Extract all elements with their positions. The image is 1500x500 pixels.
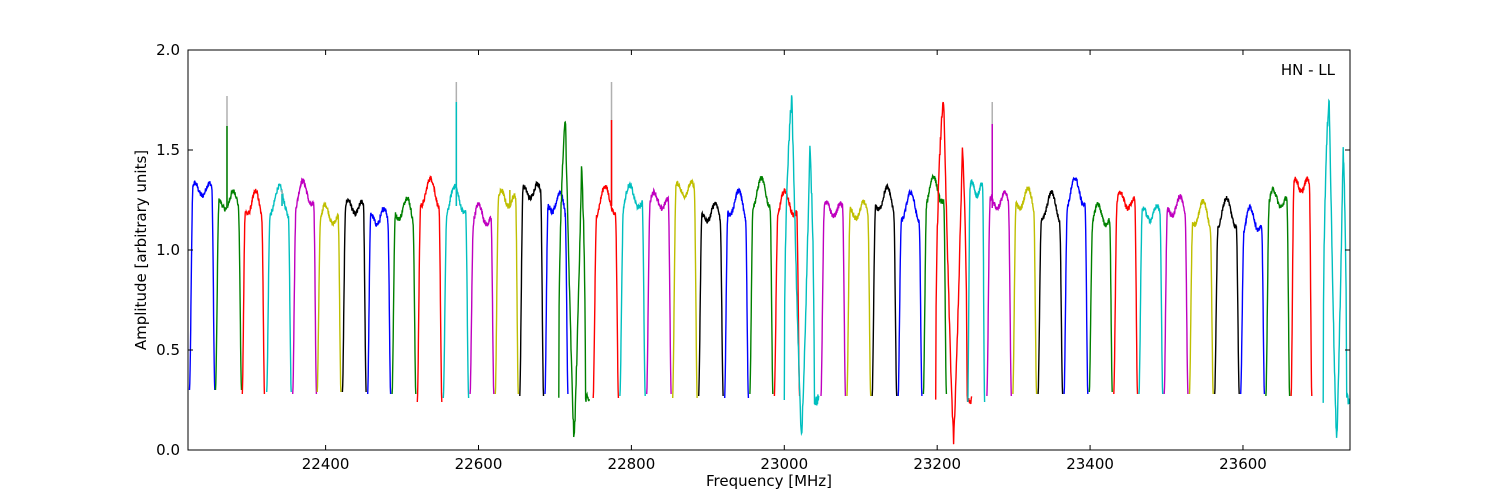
series-line	[494, 187, 519, 395]
x-tick-label: 22400	[302, 455, 350, 473]
series-line	[241, 188, 266, 395]
y-tick-label: 1.0	[156, 241, 180, 259]
series-line	[1240, 203, 1266, 395]
series-line	[519, 180, 545, 397]
series-line	[558, 120, 590, 438]
series-line	[1113, 190, 1139, 395]
series-line	[619, 180, 646, 397]
x-tick-label: 23200	[913, 455, 961, 473]
series-line	[292, 177, 318, 395]
series-line	[646, 187, 672, 395]
series-line	[1063, 176, 1089, 395]
y-tick-label: 1.5	[156, 141, 180, 159]
series-line	[749, 176, 774, 395]
plot-annotation: HN - LL	[1281, 61, 1336, 79]
series-line	[1163, 194, 1189, 395]
x-tick-label: 23000	[760, 455, 808, 473]
x-tick-label: 22600	[455, 455, 503, 473]
series-line	[1037, 190, 1064, 395]
y-axis-label: Amplitude [arbitrary units]	[132, 150, 150, 350]
x-tick-label: 23600	[1219, 455, 1267, 473]
series-line	[341, 197, 367, 393]
series-line	[592, 185, 620, 399]
series-line	[871, 182, 898, 397]
series-line	[967, 179, 986, 403]
series-line	[188, 180, 216, 391]
series-line	[266, 183, 292, 393]
series-line	[391, 196, 417, 395]
series-layer	[188, 82, 1350, 445]
series-line	[897, 188, 923, 397]
series-line	[1188, 198, 1214, 395]
series-line	[214, 189, 243, 391]
y-tick-label: 2.0	[156, 41, 180, 59]
series-line	[1322, 98, 1350, 438]
series-line	[1088, 201, 1113, 393]
y-tick-label: 0.5	[156, 341, 180, 359]
series-line	[416, 175, 443, 403]
series-line	[1214, 196, 1240, 395]
series-line	[820, 200, 847, 397]
series-line	[922, 173, 948, 395]
series-line	[469, 202, 495, 395]
series-line	[544, 189, 569, 395]
x-axis-label: Frequency [MHz]	[706, 472, 832, 490]
series-line	[1290, 176, 1313, 397]
series-line	[935, 101, 973, 445]
x-tick-label: 23400	[1066, 455, 1114, 473]
series-line	[367, 206, 392, 395]
series-line	[698, 201, 724, 397]
x-tick-label: 22800	[608, 455, 656, 473]
series-line	[986, 190, 1012, 397]
x-axis: 22400 22600 22800 23000 23200 23400 23600	[302, 50, 1267, 473]
series-line	[846, 199, 872, 397]
series-line	[1012, 186, 1038, 395]
series-line	[672, 178, 698, 399]
series-line	[316, 201, 342, 393]
y-tick-label: 0.0	[156, 441, 180, 459]
series-line	[1265, 185, 1291, 397]
series-line	[1138, 204, 1164, 395]
series-line	[783, 95, 820, 437]
y-axis: 0.0 0.5 1.0 1.5 2.0	[156, 41, 1350, 459]
series-line	[724, 187, 750, 399]
